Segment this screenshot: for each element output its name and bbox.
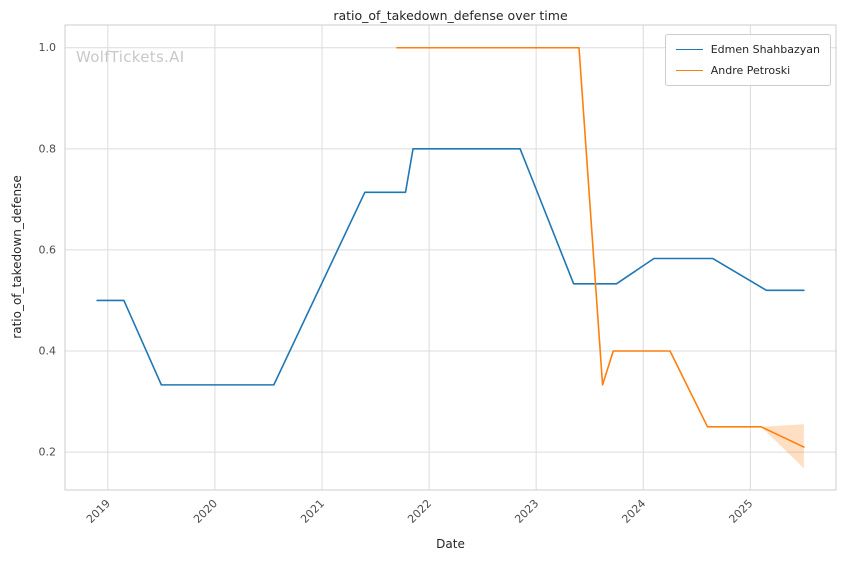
legend: Edmen Shahbazyan Andre Petroski xyxy=(664,34,831,86)
x-tick-label: 2025 xyxy=(726,497,755,526)
legend-line-swatch-blue xyxy=(675,49,703,50)
y-tick-label: 0.2 xyxy=(39,446,57,459)
legend-item-andre-petroski: Andre Petroski xyxy=(675,64,820,77)
legend-item-edmen-shahbazyan: Edmen Shahbazyan xyxy=(675,43,820,56)
y-tick-label: 0.6 xyxy=(39,243,57,256)
y-tick-label: 0.8 xyxy=(39,142,57,155)
y-tick-label: 1.0 xyxy=(39,41,57,54)
y-axis-label: ratio_of_takedown_defense xyxy=(10,175,24,339)
x-tick-label: 2021 xyxy=(298,497,327,526)
x-tick-label: 2022 xyxy=(405,497,434,526)
x-tick-label: 2019 xyxy=(84,497,113,526)
chart-title: ratio_of_takedown_defense over time xyxy=(333,8,568,23)
plot-border xyxy=(64,24,837,491)
legend-label-andre-petroski: Andre Petroski xyxy=(710,64,791,77)
legend-line-swatch-orange xyxy=(675,70,703,71)
y-tick-label: 0.4 xyxy=(39,345,57,358)
series-line-edmen-shahbazyan xyxy=(96,148,805,386)
series-line-andre-petroski xyxy=(396,46,805,448)
legend-label-edmen-shahbazyan: Edmen Shahbazyan xyxy=(710,43,820,56)
watermark: WolfTickets.AI xyxy=(76,48,185,66)
x-tick-label: 2023 xyxy=(512,497,541,526)
x-tick-label: 2024 xyxy=(619,497,648,526)
x-axis-label: Date xyxy=(436,537,465,551)
confidence-band-andre-petroski xyxy=(761,424,804,469)
x-tick-label: 2020 xyxy=(191,497,220,526)
